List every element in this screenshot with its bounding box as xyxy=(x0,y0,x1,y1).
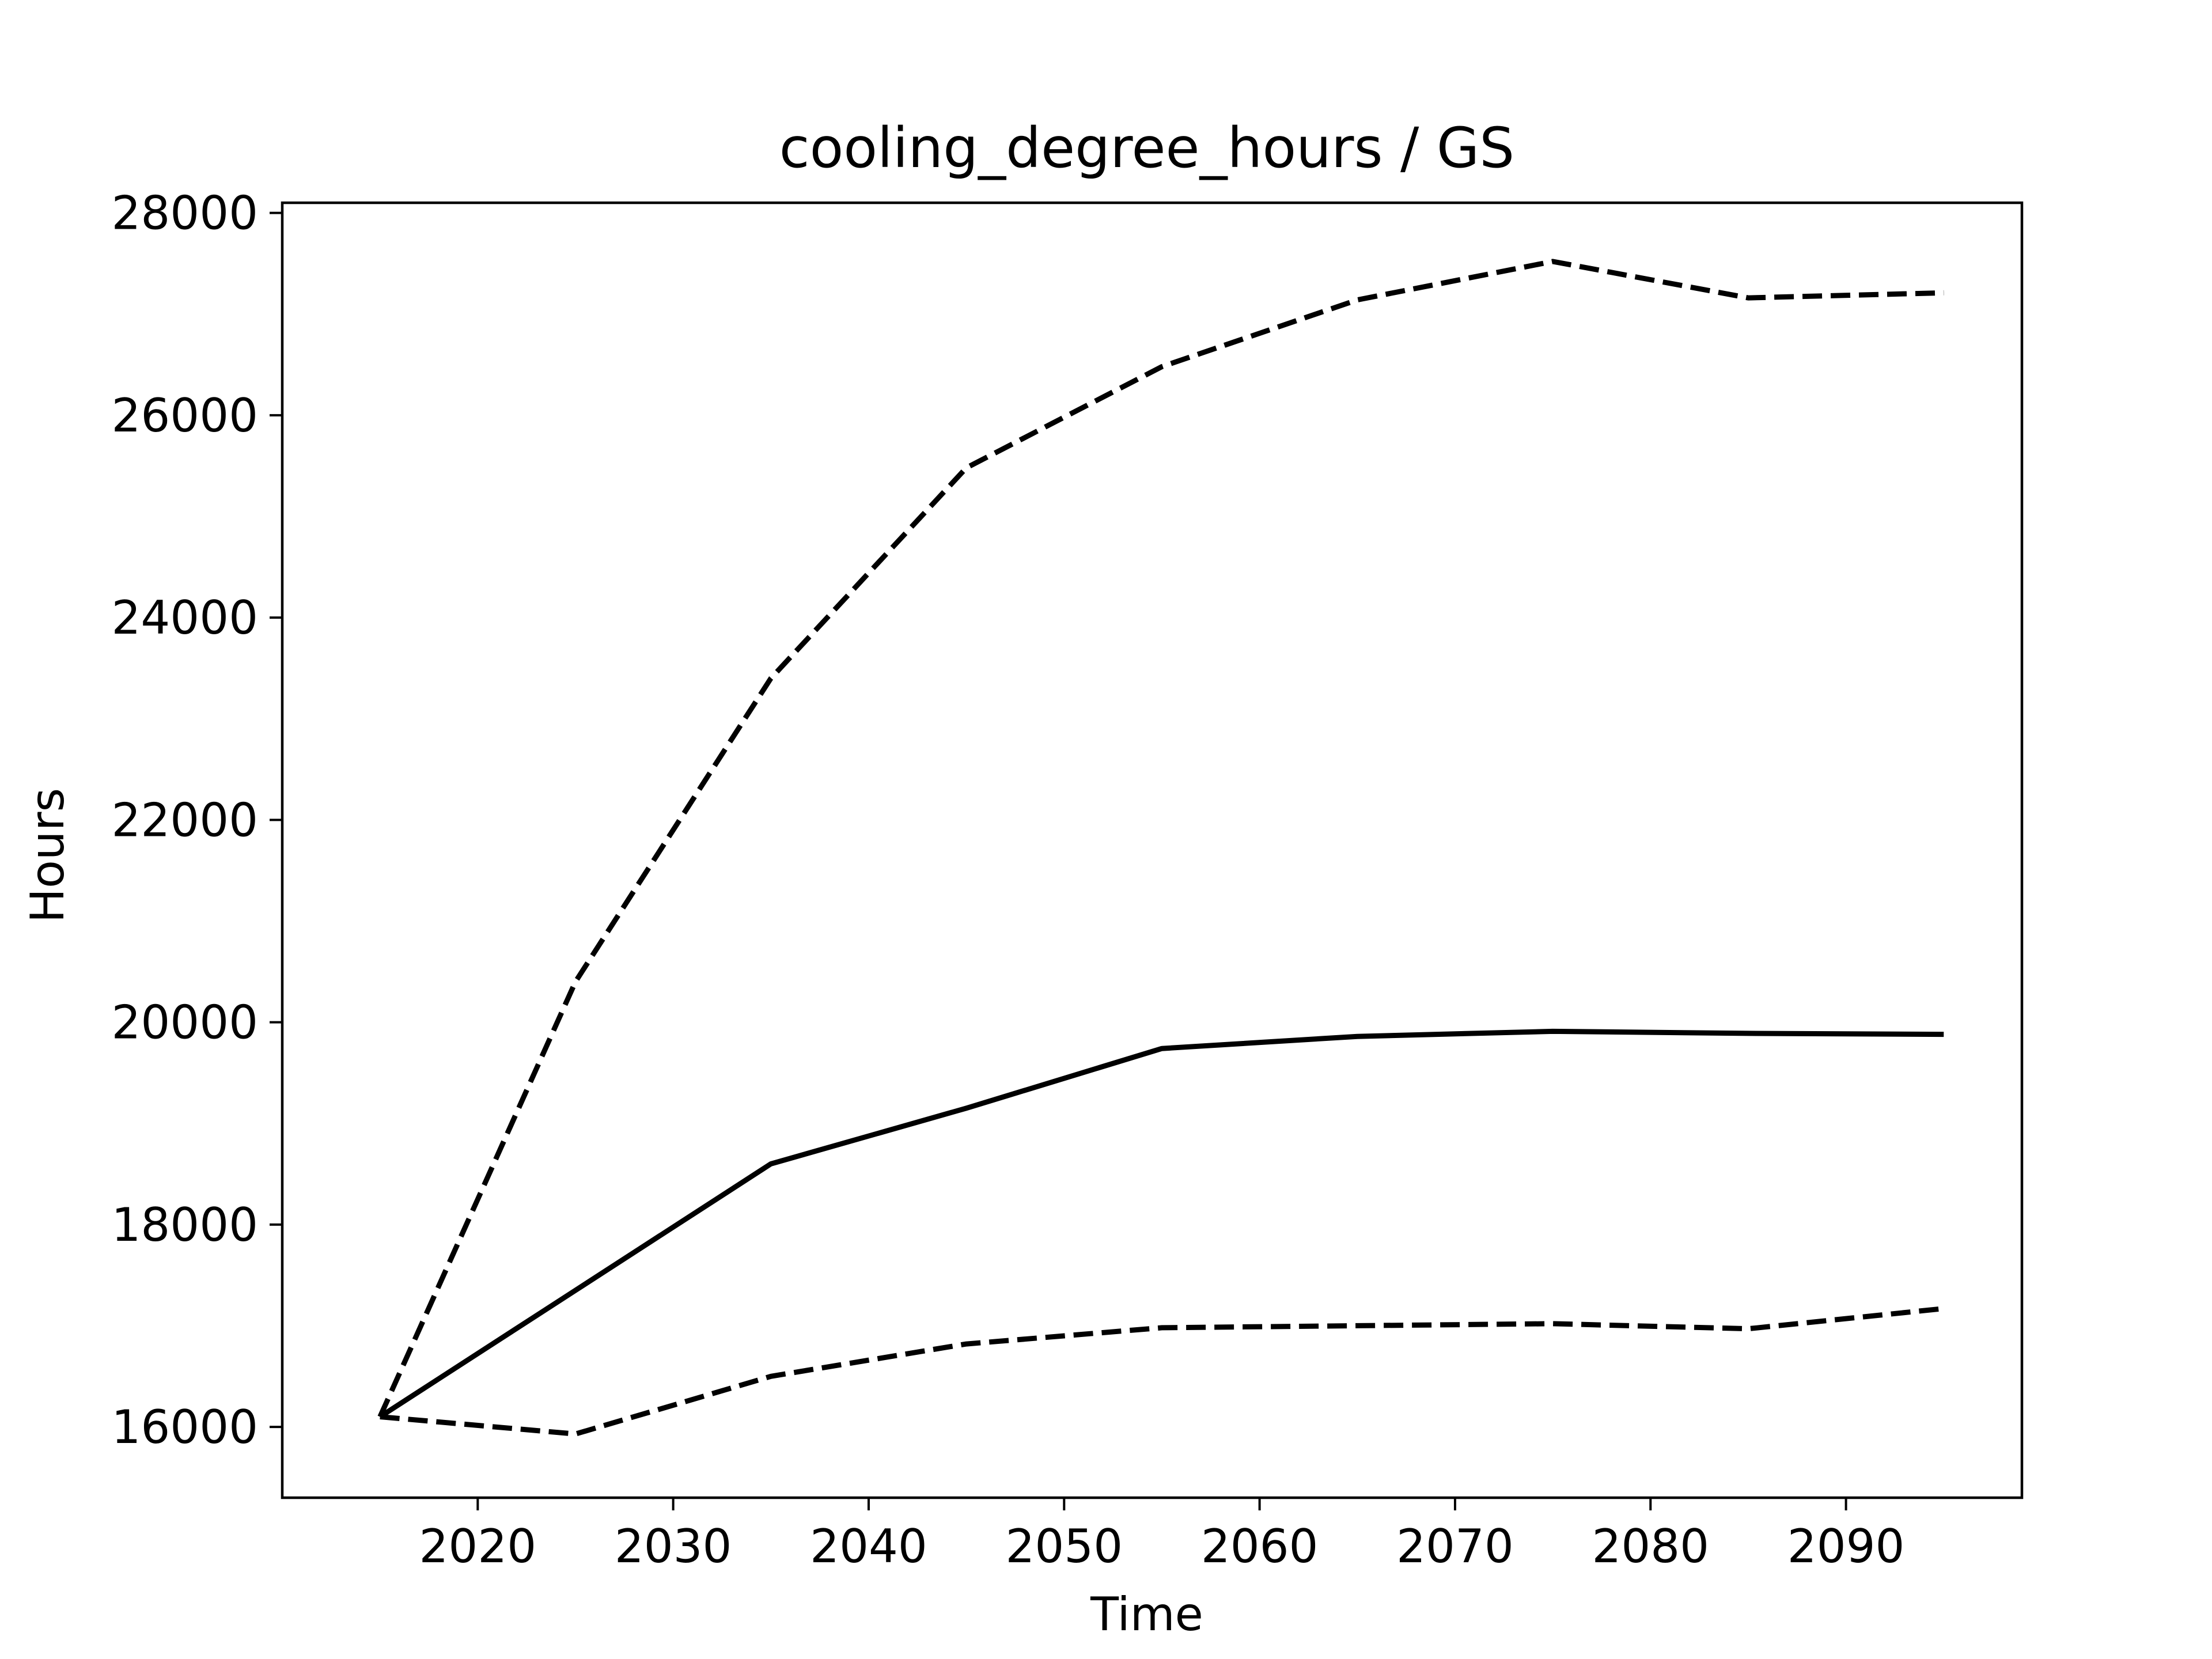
x-tick-label-2090: 2090 xyxy=(1787,1520,1905,1573)
series-line-2-dashed xyxy=(377,259,1944,1418)
y-tick-label-20000: 20000 xyxy=(112,996,259,1050)
y-axis: 16000 18000 20000 22000 24000 26000 28000 xyxy=(112,187,282,1454)
x-axis: 2020 2030 2040 2050 2060 2070 2080 2090 xyxy=(419,1498,1905,1573)
x-tick-label-2050: 2050 xyxy=(1006,1520,1123,1573)
x-tick-label-2060: 2060 xyxy=(1201,1520,1319,1573)
y-tick-label-24000: 24000 xyxy=(112,591,259,645)
x-tick-label-2070: 2070 xyxy=(1396,1520,1514,1573)
x-tick-label-2080: 2080 xyxy=(1592,1520,1709,1573)
series-line-1-solid xyxy=(378,1028,1944,1419)
y-axis-label: Hours xyxy=(21,788,74,923)
y-tick-label-28000: 28000 xyxy=(112,187,259,240)
y-tick-label-26000: 26000 xyxy=(112,389,259,442)
x-tick-label-2020: 2020 xyxy=(419,1520,537,1573)
y-tick-label-16000: 16000 xyxy=(112,1400,259,1454)
x-tick-label-2030: 2030 xyxy=(615,1520,732,1573)
series-line-3-dashed xyxy=(380,1306,1944,1437)
y-tick-label-18000: 18000 xyxy=(112,1198,259,1252)
axes-frame xyxy=(281,201,2024,1499)
y-tick-label-22000: 22000 xyxy=(112,793,259,847)
plot-area xyxy=(377,259,1944,1437)
x-tick-label-2040: 2040 xyxy=(810,1520,927,1573)
chart-title: cooling_degree_hours / GS xyxy=(779,116,1514,180)
x-axis-label: Time xyxy=(1090,1588,1203,1641)
